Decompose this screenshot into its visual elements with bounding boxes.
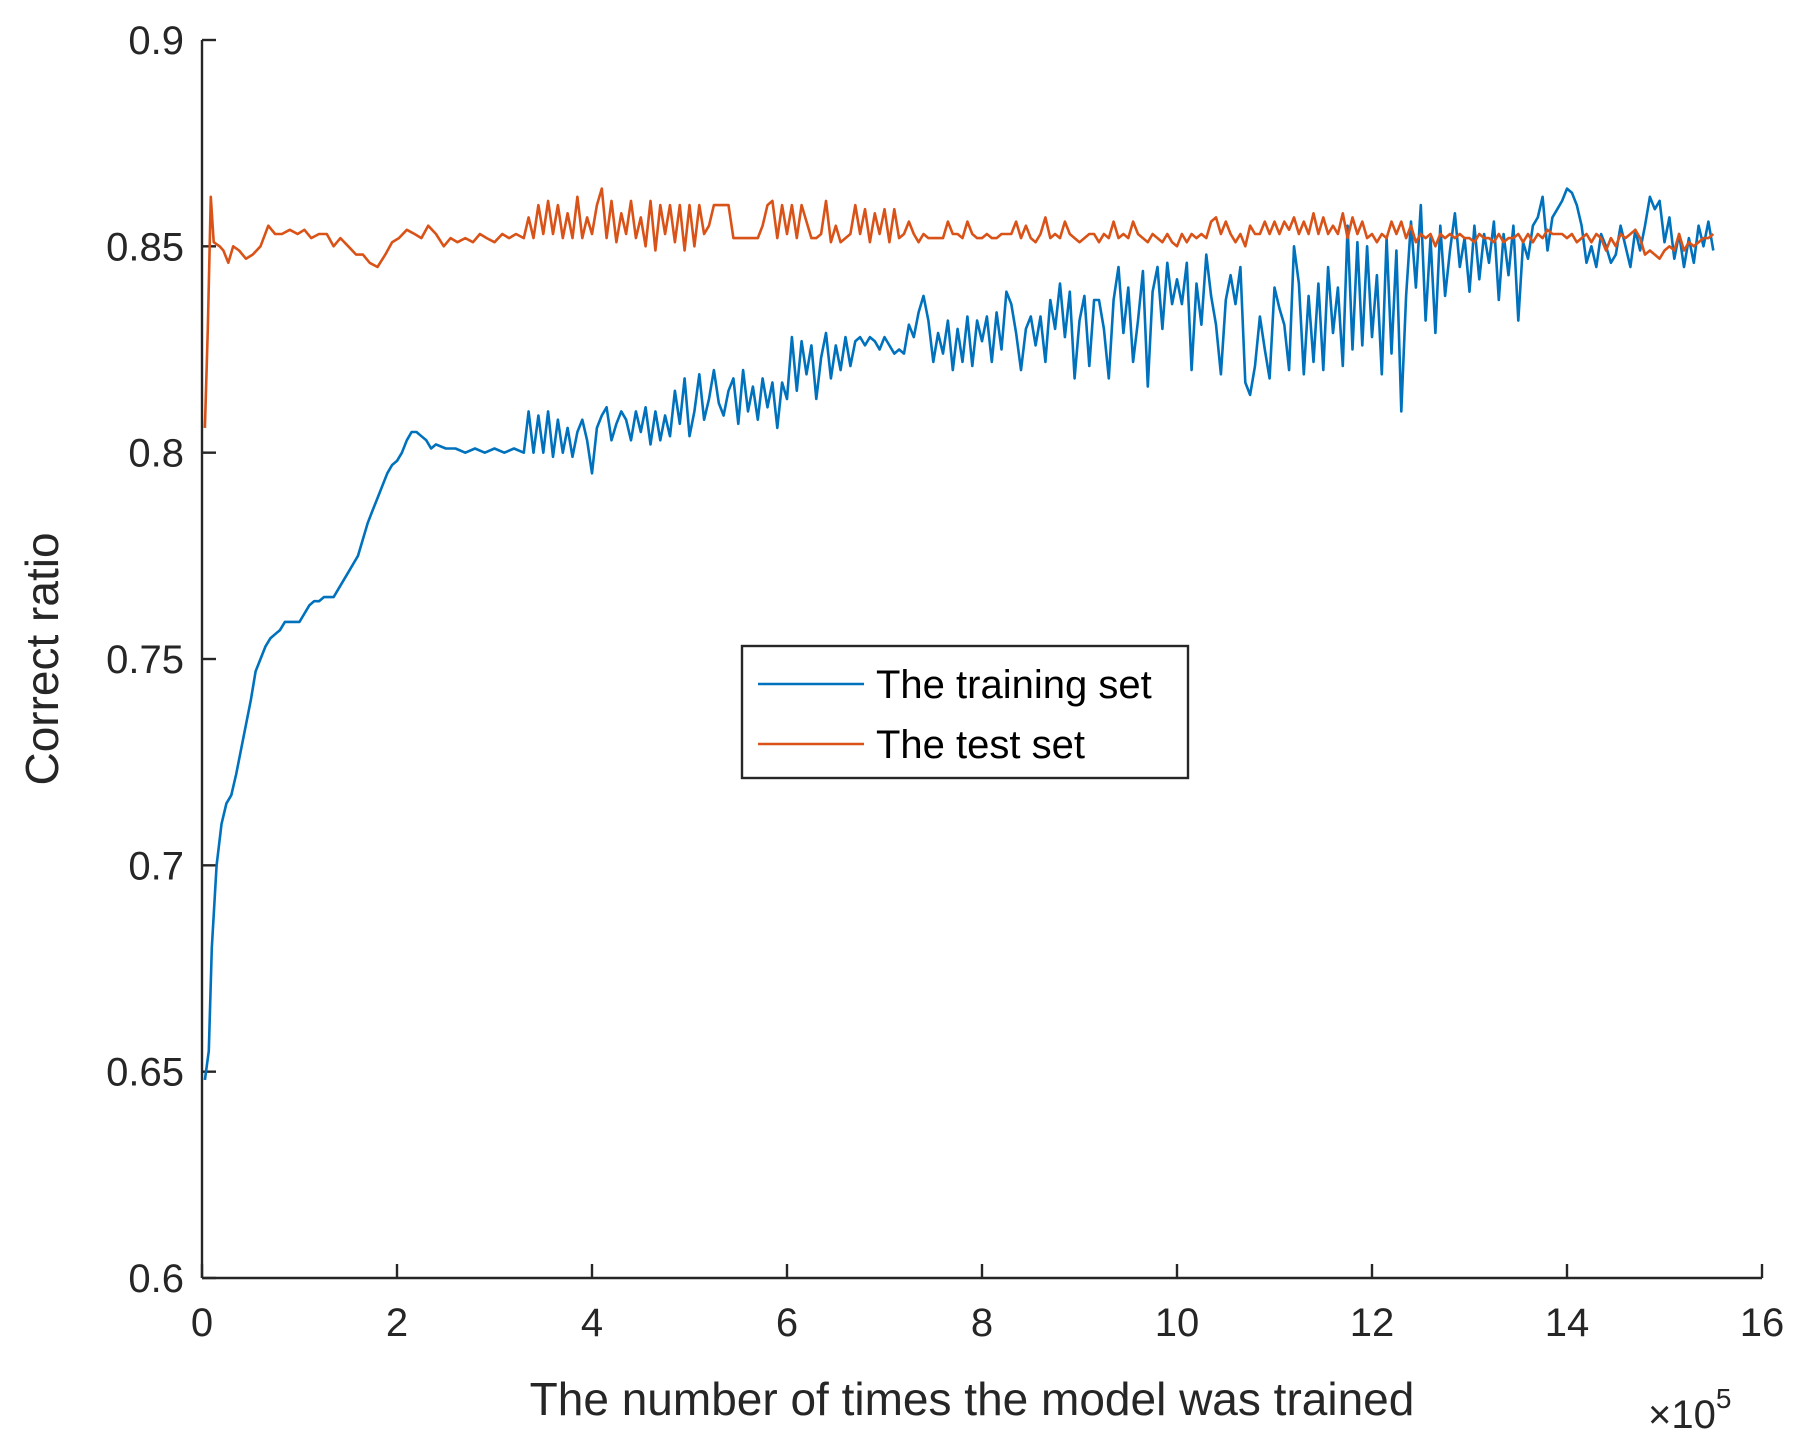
- x-tick-label: 0: [191, 1301, 213, 1345]
- x-axis-title: The number of times the model was traine…: [530, 1373, 1415, 1425]
- legend-label-test: The test set: [876, 723, 1085, 767]
- x-tick-label: 10: [1155, 1301, 1200, 1345]
- y-tick-label: 0.8: [128, 432, 184, 476]
- x-tick-label: 2: [386, 1301, 408, 1345]
- y-tick-label: 0.7: [128, 844, 184, 888]
- y-tick-label: 0.9: [128, 19, 184, 63]
- x-axis-ticks: 0 2 4 6 8 10 12 14 16: [191, 1264, 1784, 1345]
- x-axis-multiplier-base: ×10: [1648, 1393, 1716, 1437]
- x-tick-label: 6: [776, 1301, 798, 1345]
- y-axis-title: Correct ratio: [16, 532, 68, 785]
- y-axis-ticks: 0.6 0.65 0.7 0.75 0.8 0.85 0.9: [106, 19, 216, 1301]
- legend-box: [740, 644, 1190, 780]
- x-tick-label: 16: [1740, 1301, 1785, 1345]
- x-tick-label: 14: [1545, 1301, 1590, 1345]
- x-axis-multiplier-exponent: 5: [1716, 1383, 1732, 1414]
- series-layer: [203, 187, 1715, 1081]
- y-tick-label: 0.85: [106, 225, 184, 269]
- legend: The training set The test set: [740, 644, 1190, 780]
- y-tick-label: 0.6: [128, 1257, 184, 1301]
- x-axis-multiplier: ×105: [1648, 1383, 1731, 1437]
- x-tick-label: 8: [971, 1301, 993, 1345]
- y-tick-label: 0.75: [106, 638, 184, 682]
- legend-label-training: The training set: [876, 663, 1152, 707]
- series-line-test: [203, 187, 1715, 428]
- x-tick-label: 12: [1350, 1301, 1395, 1345]
- y-tick-label: 0.65: [106, 1051, 184, 1095]
- x-tick-label: 4: [581, 1301, 603, 1345]
- series-line-training: [203, 187, 1715, 1081]
